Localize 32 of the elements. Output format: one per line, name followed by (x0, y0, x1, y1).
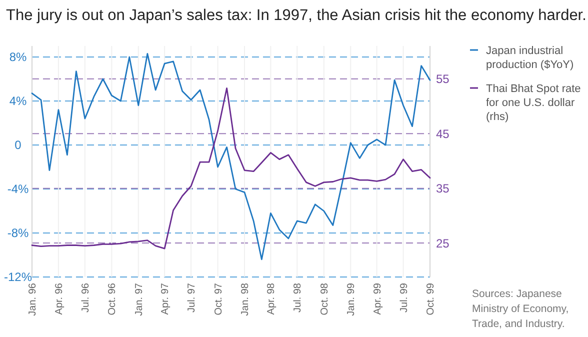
x-tick-label: Jan. 97 (134, 282, 145, 316)
line-series (31, 53, 431, 260)
source-note: Sources: Japanese Ministry of Economy, Trade, and Industry. (472, 288, 569, 330)
y-tick-label: 8% (9, 50, 27, 64)
y-tick-label: -4% (7, 182, 29, 196)
y-tick-label: -12% (4, 270, 32, 284)
x-tick-label: Apr. 98 (266, 282, 278, 315)
line-series (31, 87, 431, 250)
y2-tick-label: 25 (436, 236, 450, 250)
x-tick-label: Jul. 96 (80, 282, 92, 312)
x-tick-label: Oct. 99 (426, 282, 436, 316)
x-tick-label: Jul. 98 (292, 282, 304, 312)
y-tick-label: -8% (7, 226, 29, 240)
y2-tick-label: 35 (436, 182, 450, 196)
x-tick-label: Jul. 97 (186, 282, 198, 312)
x-tick-label: Apr. 97 (160, 282, 172, 315)
chart-title: The jury is out on Japan’s sales tax: In 1997, the Asian crisis hit the economy harder. (6, 7, 586, 24)
x-tick-label: Oct. 96 (107, 282, 118, 316)
legend-label: Japan industrial production ($YoY) (486, 45, 574, 71)
x-tick-label: Jan. 99 (346, 282, 358, 316)
y2-tick-label: 45 (436, 126, 450, 141)
y-tick-label: 4% (9, 94, 27, 108)
y-tick-label: 0 (14, 138, 22, 152)
y2-tick-label: 55 (436, 72, 450, 86)
x-tick-label: Apr. 96 (54, 282, 65, 315)
x-tick-label: Jan. 98 (240, 282, 252, 316)
x-tick-label: Oct. 98 (319, 282, 330, 316)
legend-label: Thai Bhat Spot rate for one U.S. dollar (rhs) (486, 83, 581, 123)
x-tick-label: Jul. 99 (398, 282, 410, 312)
x-tick-label: Oct. 97 (213, 282, 224, 316)
x-tick-label: Jan. 96 (28, 282, 38, 316)
x-tick-label: Apr. 99 (372, 282, 384, 315)
